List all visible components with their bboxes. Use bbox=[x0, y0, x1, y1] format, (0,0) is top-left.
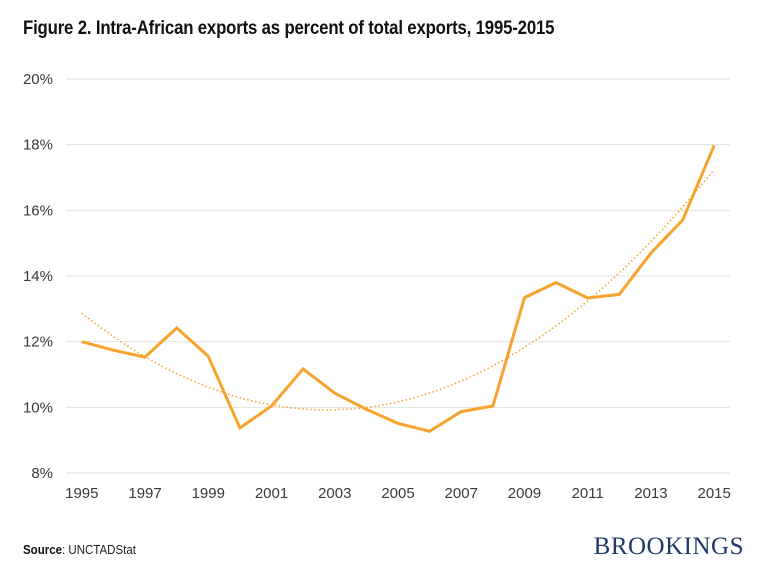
data-point-2005 bbox=[397, 422, 400, 425]
data-point-2011 bbox=[586, 296, 589, 299]
data-point-2009 bbox=[523, 296, 526, 299]
x-tick-label: 2011 bbox=[572, 485, 604, 502]
data-point-1995 bbox=[80, 340, 83, 343]
x-tick-label: 2001 bbox=[255, 485, 288, 502]
data-point-2002 bbox=[302, 367, 305, 370]
data-point-2014 bbox=[681, 219, 684, 222]
x-tick-label: 2005 bbox=[381, 485, 414, 502]
data-point-2007 bbox=[460, 410, 463, 413]
data-point-1996 bbox=[112, 349, 115, 352]
y-tick-label: 8% bbox=[31, 465, 53, 482]
source-note: Source: UNCTADStat bbox=[23, 543, 136, 557]
source-label: Source bbox=[23, 543, 62, 557]
data-point-1998 bbox=[175, 326, 178, 329]
x-tick-label: 2007 bbox=[445, 485, 478, 502]
x-tick-label: 1999 bbox=[192, 485, 225, 502]
x-tick-label: 1997 bbox=[128, 485, 161, 502]
data-point-2001 bbox=[270, 405, 273, 408]
y-tick-label: 20% bbox=[23, 71, 53, 88]
data-point-2004 bbox=[365, 408, 368, 411]
data-point-2006 bbox=[428, 430, 431, 433]
x-tick-label: 2013 bbox=[634, 485, 667, 502]
y-tick-label: 12% bbox=[23, 334, 53, 351]
data-point-2003 bbox=[333, 392, 336, 395]
trend-line bbox=[81, 168, 715, 411]
gridlines bbox=[66, 78, 730, 474]
brookings-logo: BROOKINGS bbox=[593, 533, 744, 560]
series-line bbox=[81, 144, 716, 433]
x-tick-label: 2015 bbox=[698, 485, 731, 502]
data-point-1999 bbox=[207, 355, 210, 358]
x-tick-label: 1995 bbox=[65, 485, 98, 502]
x-axis-ticks: 1995 1997 1999 2001 2003 2005 2007 2009 2011 2013… bbox=[65, 485, 731, 502]
data-point-1997 bbox=[144, 356, 147, 359]
y-tick-label: 10% bbox=[23, 399, 53, 416]
data-point-2015 bbox=[713, 144, 716, 147]
y-tick-label: 14% bbox=[23, 268, 53, 285]
chart-title: Figure 2. Intra-African exports as perce… bbox=[23, 17, 555, 39]
y-tick-label: 18% bbox=[23, 137, 53, 154]
data-point-2013 bbox=[649, 252, 652, 255]
source-text: : UNCTADStat bbox=[61, 543, 136, 557]
x-tick-label: 2009 bbox=[508, 485, 541, 502]
data-point-2000 bbox=[238, 427, 241, 430]
data-points bbox=[80, 144, 715, 433]
data-point-2012 bbox=[618, 293, 621, 296]
x-tick-label: 2003 bbox=[318, 485, 351, 502]
y-axis-ticks: 8% 10% 12% 14% 16% 18% 20% bbox=[23, 71, 53, 482]
data-point-2008 bbox=[491, 405, 494, 408]
data-point-2010 bbox=[555, 281, 558, 284]
y-tick-label: 16% bbox=[23, 202, 53, 219]
